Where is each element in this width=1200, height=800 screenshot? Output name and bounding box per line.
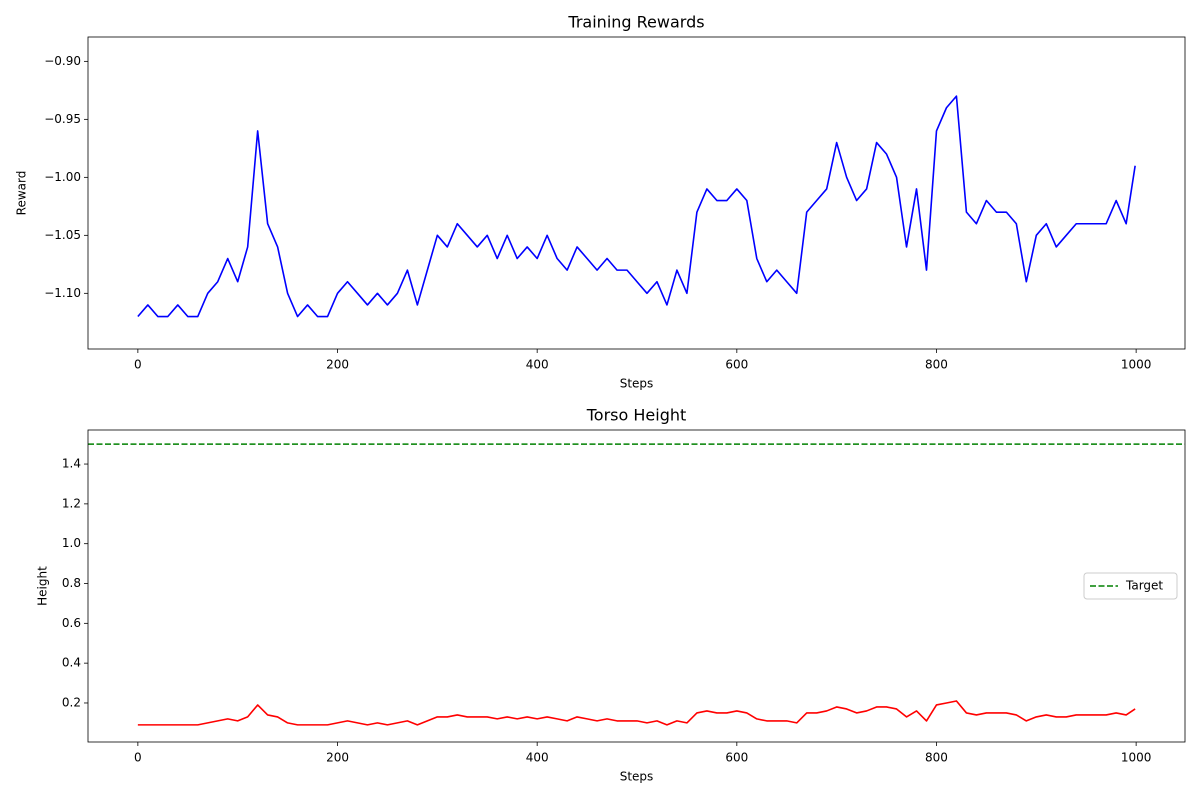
y-axis-label: Reward [15,171,29,216]
x-axis-label: Steps [620,770,654,784]
y-tick-label: −0.90 [44,54,81,68]
x-tick-label: 200 [326,751,349,765]
chart-title: Torso Height [586,406,687,425]
x-tick-label: 0 [134,358,142,372]
x-tick-label: 800 [925,358,948,372]
x-tick-label: 600 [725,751,748,765]
x-tick-label: 800 [925,751,948,765]
y-tick-label: 1.0 [62,536,81,550]
x-axis-label: Steps [620,377,654,391]
y-tick-label: −0.95 [44,112,81,126]
x-tick-label: 1000 [1121,358,1152,372]
legend-box [1083,572,1178,600]
x-tick-label: 400 [526,751,549,765]
y-tick-label: −1.05 [44,228,81,242]
data-line [137,95,1136,318]
axes-frame [87,429,1186,743]
axes-frame [87,36,1186,350]
data-line [137,700,1136,726]
y-tick-label: 0.2 [62,695,81,709]
y-tick-label: 1.2 [62,496,81,510]
x-tick-label: 600 [725,358,748,372]
x-tick-label: 1000 [1121,751,1152,765]
chart-title: Training Rewards [567,13,704,32]
x-tick-label: 200 [326,358,349,372]
y-tick-label: 0.6 [62,616,81,630]
y-tick-label: −1.10 [44,286,81,300]
y-tick-label: −1.00 [44,170,81,184]
x-tick-label: 400 [526,358,549,372]
y-tick-label: 0.4 [62,656,81,670]
legend-label: Target [1125,579,1163,593]
y-tick-label: 1.4 [62,457,81,471]
x-tick-label: 0 [134,751,142,765]
y-tick-label: 0.8 [62,576,81,590]
y-axis-label: Height [36,566,50,606]
